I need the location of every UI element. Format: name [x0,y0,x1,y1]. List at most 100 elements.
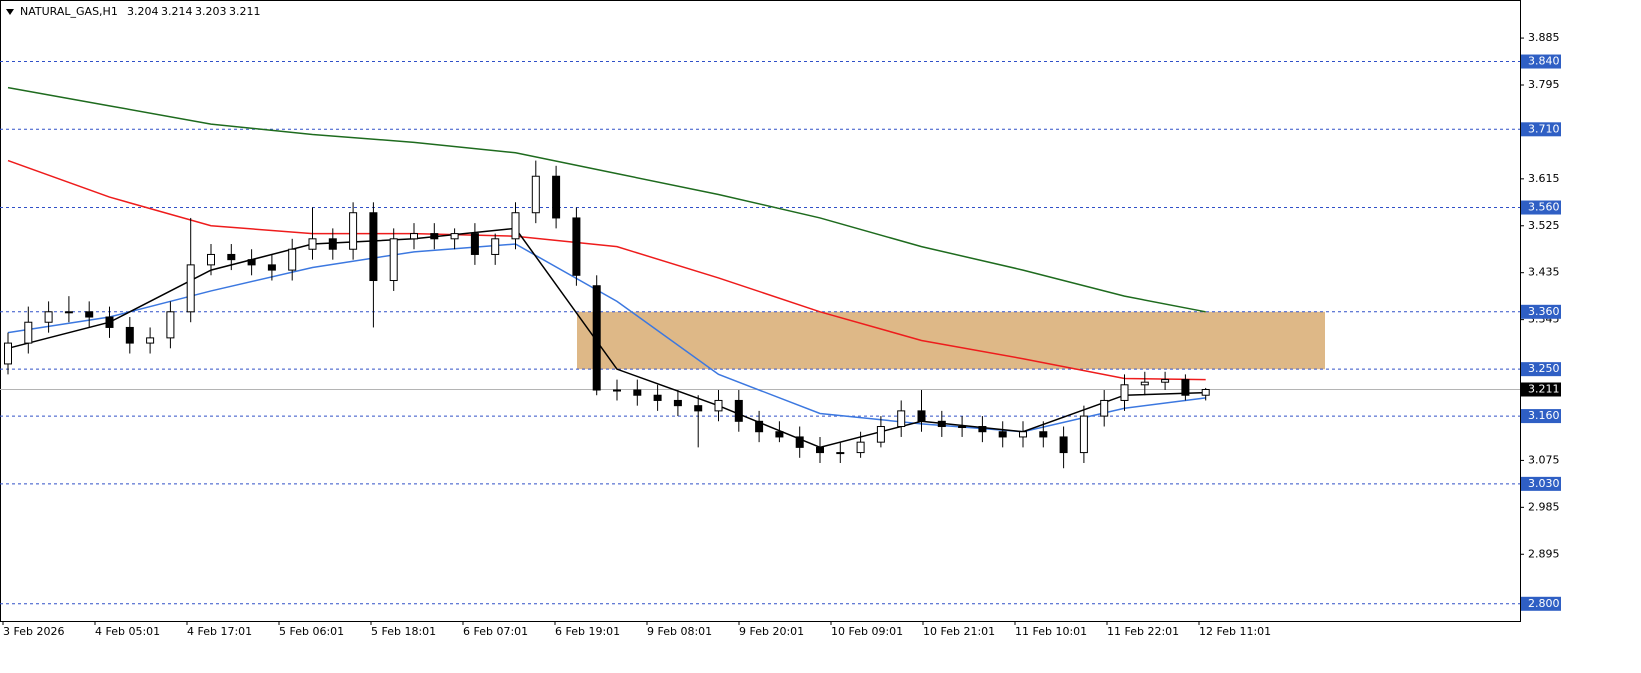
candle-body [897,410,906,428]
level-label: 3.710 [1528,122,1560,135]
candle-body [998,431,1007,438]
current-price-box [1521,382,1561,397]
header-price: 3.211 [229,5,261,18]
x-tick-label: 11 Feb 10:01 [1015,625,1087,638]
candle-body [958,426,967,429]
candle-body [836,452,845,455]
candle-body [1120,384,1129,401]
candle-body [917,410,926,422]
level-label-box [1521,596,1561,611]
candle-body [1059,436,1068,454]
candle-body [856,441,865,454]
moving-average [7,86,1206,313]
x-tick-label: 3 Feb 2026 [3,625,64,638]
y-tick-label: 3.615 [1528,172,1560,185]
candle-body [430,233,439,240]
x-tick-label: 6 Feb 07:01 [463,625,528,638]
x-tick-label: 9 Feb 20:01 [739,625,804,638]
candle-body [44,311,53,323]
candle-body [491,238,500,255]
symbol-title: NATURAL_GAS,H1 [20,5,118,18]
candle-body [186,264,195,313]
y-tick-label: 2.895 [1528,547,1560,560]
candle-body [64,311,73,314]
candle-body [308,238,317,250]
candle-body [349,212,358,250]
candle-body [1100,399,1109,417]
candle-body [166,311,175,339]
x-tick-label: 6 Feb 19:01 [555,625,620,638]
level-label-box [1521,200,1561,215]
candle-body [1079,415,1088,454]
level-label-box [1521,409,1561,424]
candle-body [267,264,276,271]
y-tick-label: 3.795 [1528,78,1560,91]
candle-body [105,316,114,328]
candle-body [146,337,155,344]
plot-frame [0,0,1521,622]
candle-body [755,420,764,433]
candle-body [389,238,398,282]
level-label-box [1521,54,1561,69]
candle-body [450,233,459,240]
candle-body [673,399,682,407]
header-price: 3.203 [195,5,227,18]
y-tick-label: 3.075 [1528,453,1560,466]
candle-body [816,446,824,454]
candle-body [714,399,723,412]
level-label: 3.360 [1528,305,1560,318]
candle-body [125,326,134,344]
candle-body [288,248,297,271]
y-tick-label: 2.985 [1528,500,1560,513]
level-label: 3.840 [1528,55,1560,68]
header-price: 3.214 [161,5,193,18]
candle-body [633,389,642,396]
x-tick-label: 11 Feb 22:01 [1107,625,1179,638]
x-tick-label: 10 Feb 09:01 [831,625,903,638]
x-tick-label: 4 Feb 17:01 [187,625,252,638]
candle-body [410,233,418,240]
level-label: 2.800 [1528,597,1560,610]
x-tick-label: 10 Feb 21:01 [923,625,995,638]
candle-body [1039,431,1048,438]
candle-body [328,238,337,250]
level-label-box [1521,362,1561,377]
candle-body [207,253,215,266]
level-label-box [1521,122,1561,137]
candle-body [1181,379,1190,396]
candle-body [653,394,662,401]
candle-body [937,420,946,428]
candle-body [531,175,540,214]
x-tick-label: 5 Feb 18:01 [371,625,436,638]
candle-body [613,389,621,392]
candle-body [552,175,561,219]
candle-body [85,311,94,318]
x-tick-label: 5 Feb 06:01 [279,625,344,638]
candle-body [1201,388,1210,396]
y-tick-label: 3.435 [1528,266,1560,279]
candle-body [572,217,581,276]
candle-body [876,426,885,443]
candle-body [694,405,703,412]
candle-body [369,212,378,282]
level-label: 3.560 [1528,201,1560,214]
current-price-label: 3.211 [1528,382,1560,395]
candle-body [795,436,804,448]
candle-body [470,233,479,255]
level-label: 3.030 [1528,477,1560,490]
y-tick-label: 3.885 [1528,31,1560,44]
menu-arrow[interactable] [6,9,14,15]
candle-body [247,259,256,266]
x-tick-label: 9 Feb 08:01 [647,625,712,638]
candle-body [511,212,520,240]
supply-zone [577,311,1325,370]
candle-body [1161,379,1170,383]
candle-body [775,431,784,438]
candle-body [227,253,236,261]
moving-average [7,159,1206,381]
candle-body [24,321,33,344]
x-tick-label: 4 Feb 05:01 [95,625,160,638]
candle-body [978,426,987,433]
candle-body [734,399,743,422]
